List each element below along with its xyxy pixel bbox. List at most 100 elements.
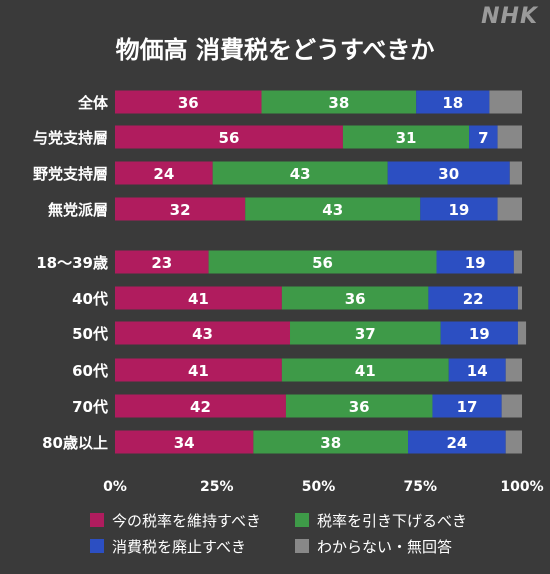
legend-label-unknown: わからない・無回答 bbox=[317, 537, 453, 556]
legend: 今の税率を維持すべき 税率を引き下げるべき 消費税を廃止すべき わからない・無回… bbox=[90, 507, 530, 559]
x-tick-label: 25% bbox=[200, 479, 234, 495]
bar-segment bbox=[489, 90, 522, 114]
legend-item-abolish: 消費税を廃止すべき bbox=[90, 536, 295, 557]
data-label: 23 bbox=[151, 254, 172, 272]
bar-segment bbox=[115, 321, 291, 345]
bar-segment bbox=[281, 286, 429, 310]
bar-segment bbox=[501, 394, 522, 418]
category-label: 全体 bbox=[77, 94, 109, 112]
data-label: 38 bbox=[328, 94, 349, 112]
data-label: 56 bbox=[312, 254, 333, 272]
data-label: 24 bbox=[153, 165, 174, 183]
category-label: 野党支持層 bbox=[33, 165, 108, 183]
legend-label-abolish: 消費税を廃止すべき bbox=[112, 537, 246, 556]
category-label: 60代 bbox=[72, 362, 108, 380]
data-label: 36 bbox=[345, 290, 366, 308]
category-label: 70代 bbox=[72, 398, 108, 416]
category-label: 50代 bbox=[72, 325, 108, 343]
bar-segment bbox=[115, 90, 262, 114]
nhk-logo: NHK bbox=[481, 4, 538, 29]
data-label: 30 bbox=[438, 165, 459, 183]
bar-segment bbox=[115, 394, 286, 418]
x-tick-label: 0% bbox=[103, 479, 127, 495]
data-label: 43 bbox=[322, 201, 343, 219]
legend-item-unknown: わからない・無回答 bbox=[295, 536, 485, 557]
bar-segment bbox=[281, 358, 449, 382]
data-label: 18 bbox=[442, 94, 463, 112]
bar-segment bbox=[505, 358, 522, 382]
data-label: 38 bbox=[320, 434, 341, 452]
bar-segment bbox=[440, 321, 518, 345]
bar-segment bbox=[115, 197, 246, 221]
bar-segment bbox=[387, 161, 510, 185]
legend-swatch-lower bbox=[295, 513, 309, 527]
data-label: 14 bbox=[467, 362, 488, 380]
bar-segment bbox=[342, 125, 470, 149]
bar-segment bbox=[115, 358, 282, 382]
bar-segment bbox=[497, 197, 522, 221]
data-label: 42 bbox=[190, 398, 211, 416]
data-label: 41 bbox=[188, 362, 209, 380]
bar-segment bbox=[285, 394, 433, 418]
chart-title: 物価高 消費税をどうすべきか bbox=[115, 36, 435, 64]
data-label: 32 bbox=[170, 201, 191, 219]
bar-segment bbox=[245, 197, 421, 221]
data-label: 43 bbox=[290, 165, 311, 183]
bar-segment bbox=[115, 430, 254, 454]
data-label: 19 bbox=[448, 201, 469, 219]
data-label: 22 bbox=[463, 290, 484, 308]
legend-swatch-abolish bbox=[90, 539, 104, 553]
data-label: 19 bbox=[469, 325, 490, 343]
bar-segment bbox=[212, 161, 388, 185]
data-label: 36 bbox=[178, 94, 199, 112]
bar-segment bbox=[513, 250, 522, 274]
data-label: 19 bbox=[465, 254, 486, 272]
data-label: 41 bbox=[188, 290, 209, 308]
bar-segment bbox=[290, 321, 441, 345]
bar-segment bbox=[436, 250, 514, 274]
bar-segment bbox=[428, 286, 518, 310]
data-label: 43 bbox=[192, 325, 213, 343]
bar-segment bbox=[517, 286, 522, 310]
legend-swatch-unknown bbox=[295, 539, 309, 553]
bar-segment bbox=[509, 161, 522, 185]
data-label: 36 bbox=[349, 398, 370, 416]
legend-item-maintain: 今の税率を維持すべき bbox=[90, 510, 295, 531]
legend-label-maintain: 今の税率を維持すべき bbox=[112, 511, 261, 530]
data-label: 34 bbox=[174, 434, 195, 452]
bar-segment bbox=[448, 358, 506, 382]
category-label: 80歳以上 bbox=[42, 434, 108, 452]
legend-swatch-maintain bbox=[90, 513, 104, 527]
bar-segment bbox=[505, 430, 522, 454]
bar-segment bbox=[432, 394, 502, 418]
bar-segment bbox=[517, 321, 527, 345]
data-label: 56 bbox=[219, 129, 240, 147]
category-label: 18～39歳 bbox=[36, 254, 108, 272]
bar-segment bbox=[115, 250, 209, 274]
bar-segment bbox=[408, 430, 506, 454]
bar-segment bbox=[115, 161, 213, 185]
bar-segment bbox=[253, 430, 409, 454]
bar-segment bbox=[208, 250, 437, 274]
data-label: 7 bbox=[478, 129, 488, 147]
data-label: 31 bbox=[396, 129, 417, 147]
bar-segment bbox=[497, 125, 522, 149]
data-label: 17 bbox=[457, 398, 478, 416]
x-tick-label: 50% bbox=[302, 479, 336, 495]
legend-item-lower: 税率を引き下げるべき bbox=[295, 510, 485, 531]
bar-segment bbox=[261, 90, 417, 114]
legend-label-lower: 税率を引き下げるべき bbox=[317, 511, 468, 530]
bar-segment bbox=[115, 286, 282, 310]
data-label: 41 bbox=[355, 362, 376, 380]
x-tick-label: 100% bbox=[500, 479, 543, 495]
x-tick-label: 75% bbox=[403, 479, 437, 495]
bar-segment bbox=[420, 197, 498, 221]
data-label: 24 bbox=[446, 434, 467, 452]
bar-segment bbox=[469, 125, 498, 149]
data-label: 37 bbox=[355, 325, 376, 343]
category-label: 40代 bbox=[72, 290, 108, 308]
bar-segment bbox=[115, 125, 343, 149]
category-label: 無党派層 bbox=[48, 201, 108, 219]
bar-segment bbox=[416, 90, 490, 114]
